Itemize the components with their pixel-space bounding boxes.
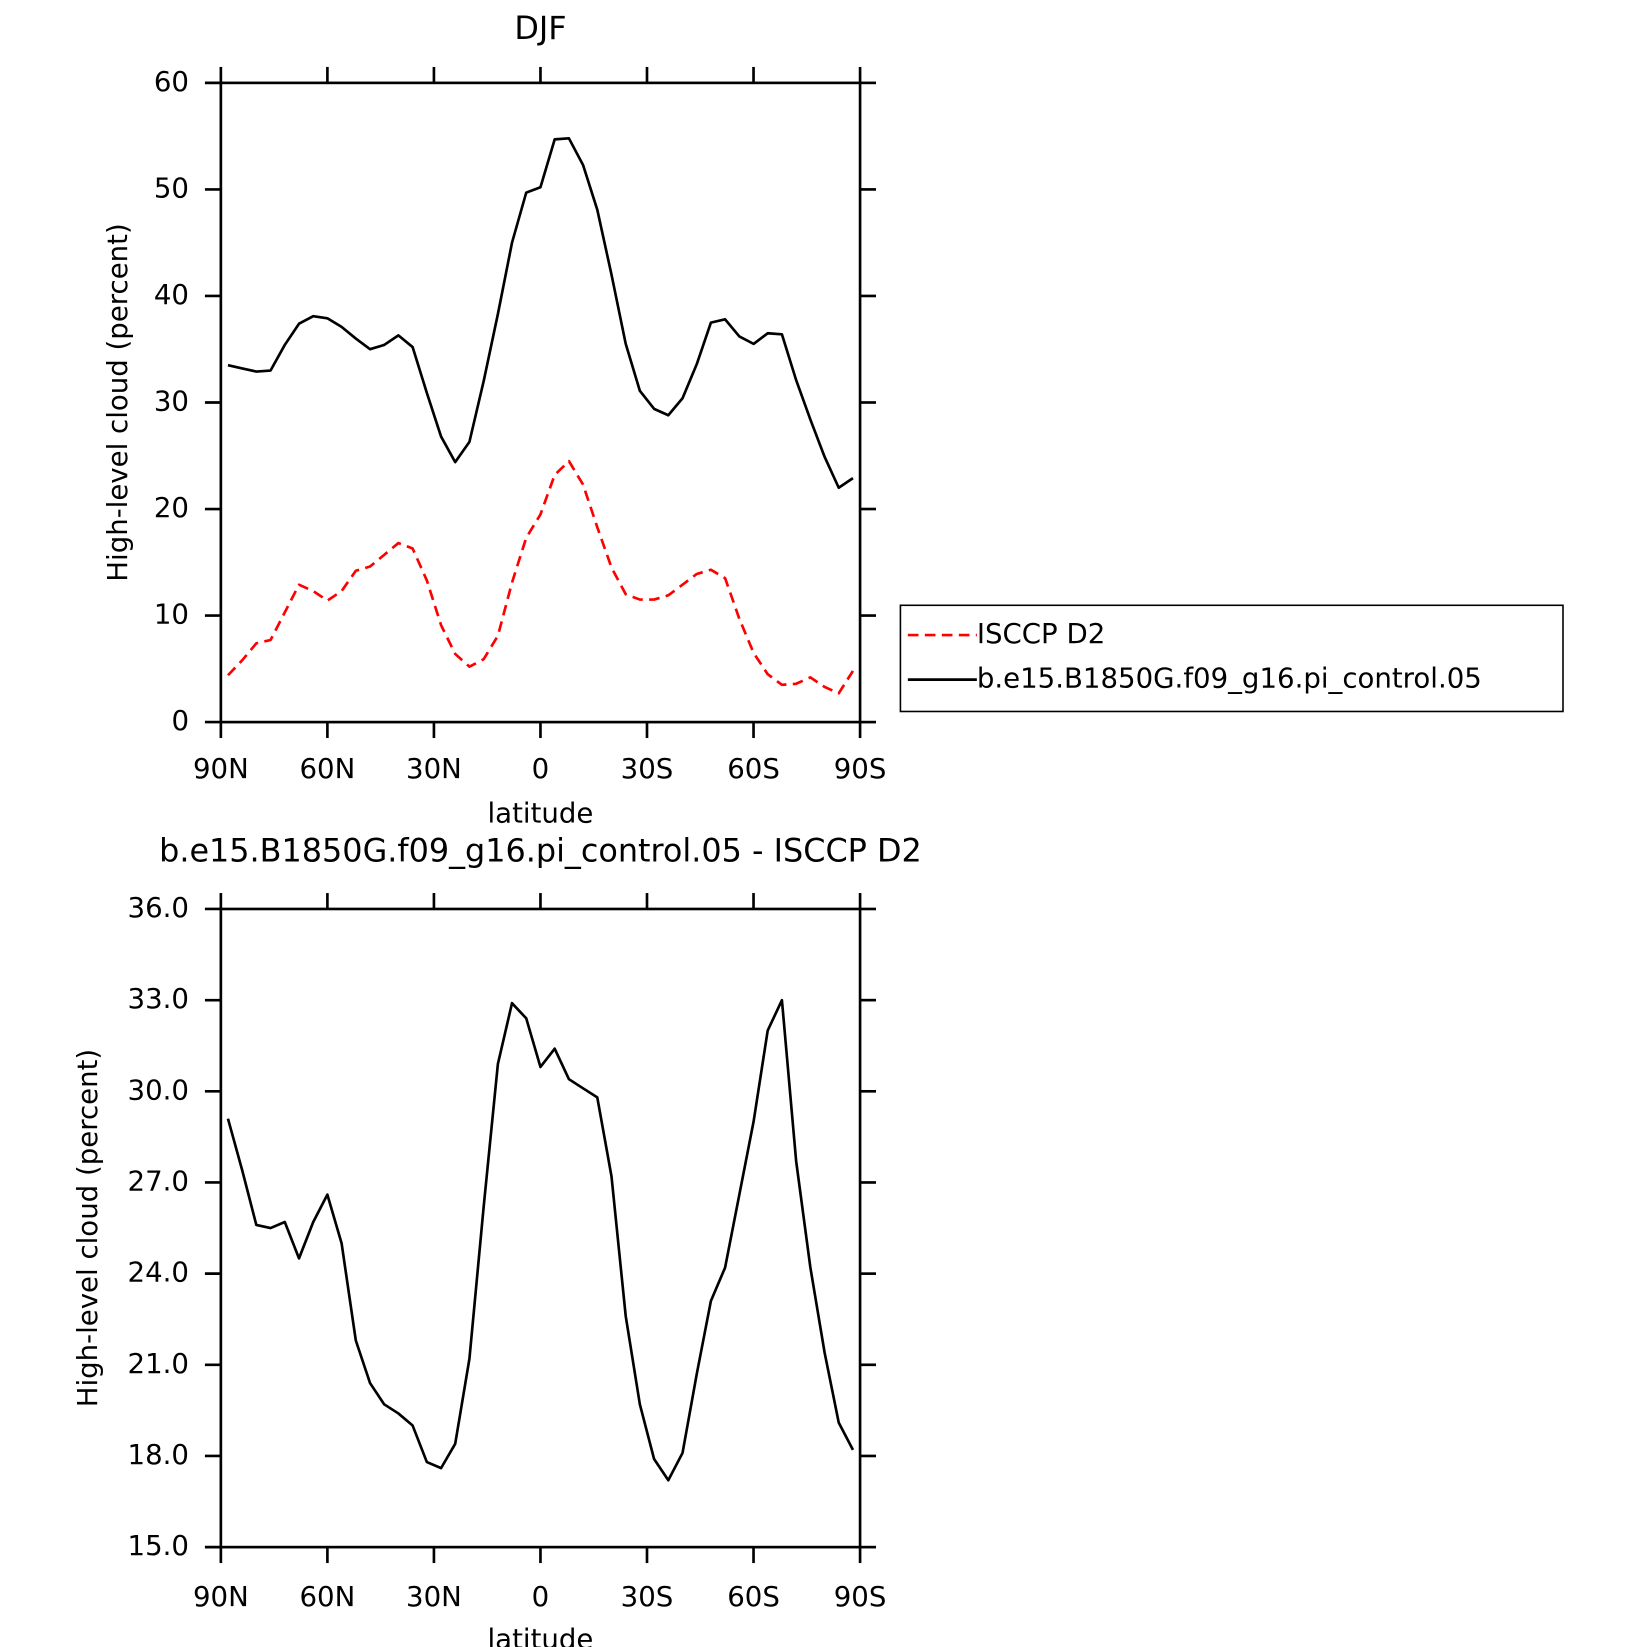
x-tick-label: 0 [532,752,550,785]
chart-title: DJF [514,9,566,47]
legend: ISCCP D2 b.e15.B1850G.f09_g16.pi_control.… [899,604,1564,713]
legend-box [899,604,1564,713]
x-axis-label: latitude [488,1623,594,1647]
y-tick-label: 18.0 [128,1438,189,1471]
y-tick-label: 15.0 [128,1529,189,1562]
x-tick-label: 90S [834,752,887,785]
x-tick-label: 0 [532,1580,550,1613]
chart-title: b.e15.B1850G.f09_g16.pi_control.05 - ISC… [159,832,922,870]
data-line [227,136,854,490]
x-axis-label: latitude [488,796,594,829]
x-tick-label: 60N [300,752,356,785]
x-tick-label: 90S [834,1580,887,1613]
legend-label: b.e15.B1850G.f09_g16.pi_control.05 [977,662,1482,695]
y-axis-label: High-level cloud (percent) [71,1049,104,1407]
y-tick-label: 0 [171,704,189,737]
y-tick-label: 10 [154,598,189,631]
y-tick-label: 21.0 [128,1347,189,1380]
y-tick-label: 50 [154,171,189,204]
y-tick-label: 36.0 [128,891,189,924]
x-tick-label: 60S [727,1580,780,1613]
x-tick-label: 60S [727,752,780,785]
x-tick-label: 60N [300,1580,356,1613]
y-tick-label: 30 [154,384,189,417]
y-tick-label: 24.0 [128,1256,189,1289]
y-tick-label: 30.0 [128,1073,189,1106]
x-tick-label: 30S [621,1580,674,1613]
plot-frame [219,907,862,1549]
data-line [227,459,855,695]
y-tick-label: 60 [154,65,189,98]
y-axis-label: High-level cloud (percent) [101,223,134,581]
legend-label: ISCCP D2 [977,617,1105,650]
y-tick-label: 27.0 [128,1164,189,1197]
y-tick-label: 33.0 [128,982,189,1015]
y-tick-label: 20 [154,491,189,524]
x-tick-label: 90N [193,1580,249,1613]
data-line [226,998,855,1482]
plot-frame [219,81,862,724]
x-tick-label: 30N [406,752,462,785]
x-tick-label: 30S [621,752,674,785]
y-tick-label: 40 [154,278,189,311]
x-tick-label: 30N [406,1580,462,1613]
x-tick-label: 90N [193,752,249,785]
